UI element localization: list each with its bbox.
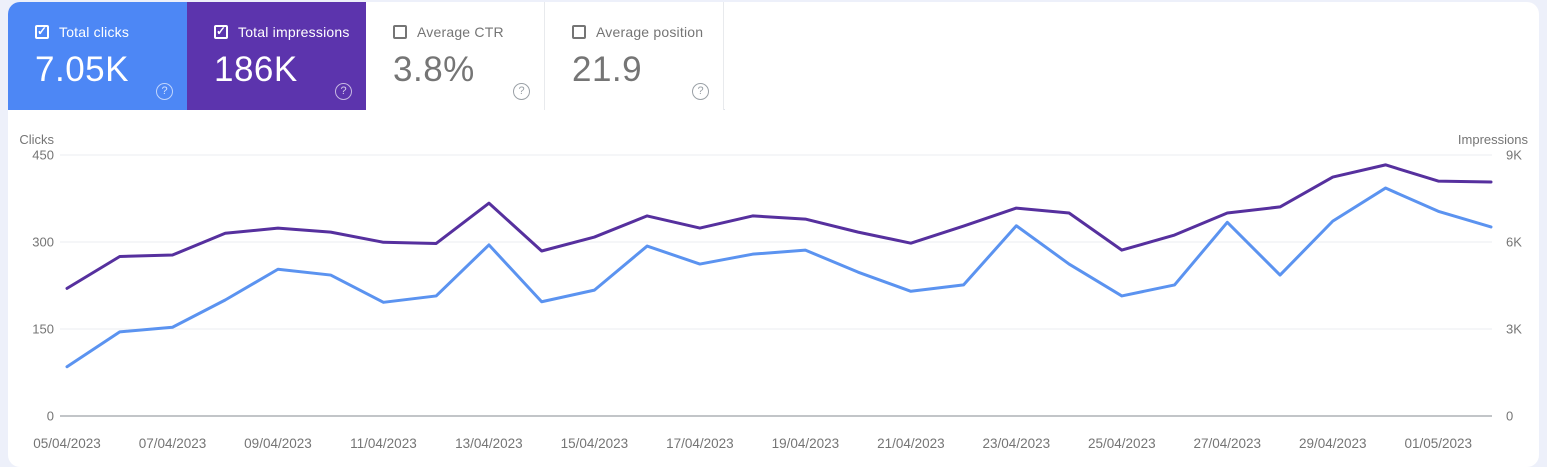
card-header: ✓ Average CTR	[393, 24, 544, 40]
metric-cards-row: ✓ Total clicks 7.05K ? ✓ Total impressio…	[8, 2, 725, 110]
date-tick-label: 13/04/2023	[455, 436, 523, 451]
help-icon[interactable]: ?	[513, 83, 530, 100]
total-clicks-value: 7.05K	[35, 50, 129, 89]
card-header: ✓ Total clicks	[35, 24, 187, 40]
card-label: Total clicks	[59, 24, 130, 40]
total-clicks-checkbox[interactable]: ✓	[35, 25, 49, 39]
left-axis-title: Clicks	[19, 132, 54, 147]
date-tick-label: 21/04/2023	[877, 436, 945, 451]
date-tick-label: 05/04/2023	[33, 436, 101, 451]
metric-card-total-impressions[interactable]: ✓ Total impressions 186K ?	[187, 2, 366, 110]
card-header: ✓ Total impressions	[214, 24, 366, 40]
right-axis-tick-label: 9K	[1506, 148, 1522, 163]
date-tick-label: 01/05/2023	[1404, 436, 1472, 451]
date-tick-label: 23/04/2023	[983, 436, 1051, 451]
right-axis-title: Impressions	[1458, 132, 1529, 147]
average-position-value: 21.9	[572, 50, 643, 89]
help-icon[interactable]: ?	[692, 83, 709, 100]
right-axis-tick-label: 6K	[1506, 235, 1522, 250]
help-icon[interactable]: ?	[156, 83, 173, 100]
card-label: Average CTR	[417, 24, 504, 40]
check-icon: ✓	[36, 24, 48, 38]
check-icon: ✓	[215, 24, 227, 38]
card-label: Total impressions	[238, 24, 350, 40]
date-tick-label: 25/04/2023	[1088, 436, 1156, 451]
date-tick-label: 19/04/2023	[772, 436, 840, 451]
left-axis-tick-label: 0	[47, 409, 54, 424]
date-tick-label: 09/04/2023	[244, 436, 312, 451]
card-header: ✓ Average position	[572, 24, 723, 40]
impressions-line	[65, 163, 1493, 290]
card-label: Average position	[596, 24, 704, 40]
left-axis-tick-label: 450	[32, 148, 54, 163]
date-tick-label: 15/04/2023	[561, 436, 629, 451]
right-axis-tick-label: 3K	[1506, 322, 1522, 337]
clicks-line	[65, 186, 1493, 369]
help-icon[interactable]: ?	[335, 83, 352, 100]
metric-card-average-position[interactable]: ✓ Average position 21.9 ?	[545, 2, 724, 110]
right-axis-tick-label: 0	[1506, 409, 1513, 424]
date-tick-label: 07/04/2023	[139, 436, 207, 451]
performance-panel: ✓ Total clicks 7.05K ? ✓ Total impressio…	[8, 2, 1539, 467]
left-axis-tick-label: 150	[32, 322, 54, 337]
average-ctr-checkbox[interactable]: ✓	[393, 25, 407, 39]
left-axis-tick-label: 300	[32, 235, 54, 250]
total-impressions-value: 186K	[214, 50, 298, 89]
average-ctr-value: 3.8%	[393, 50, 475, 89]
date-tick-label: 11/04/2023	[350, 436, 417, 451]
metric-card-average-ctr[interactable]: ✓ Average CTR 3.8% ?	[366, 2, 545, 110]
performance-chart[interactable]: 0 0 150 3K 300 6K 450 9K Clicks Impressions 05/04/…	[8, 128, 1539, 465]
date-tick-label: 17/04/2023	[666, 436, 734, 451]
total-impressions-checkbox[interactable]: ✓	[214, 25, 228, 39]
average-position-checkbox[interactable]: ✓	[572, 25, 586, 39]
date-tick-label: 27/04/2023	[1194, 436, 1262, 451]
metric-card-total-clicks[interactable]: ✓ Total clicks 7.05K ?	[8, 2, 187, 110]
date-tick-label: 29/04/2023	[1299, 436, 1367, 451]
